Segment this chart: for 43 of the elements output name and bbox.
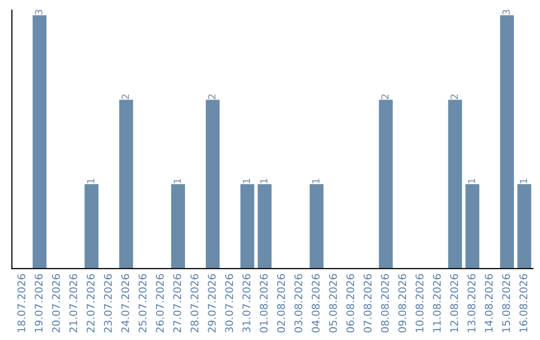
x-tick-label: 11.08.2026	[432, 274, 441, 332]
x-tick-label: 18.07.2026	[17, 274, 26, 332]
x-tick-label: 23.07.2026	[104, 274, 112, 332]
x-tick-label: 26.07.2026	[156, 274, 164, 332]
data-label: 1	[520, 178, 528, 184]
data-label: 1	[242, 178, 250, 184]
x-tick-label: 03.08.2026	[294, 274, 302, 332]
data-label: 1	[312, 178, 320, 184]
x-tick-label: 19.07.2026	[34, 274, 43, 332]
x-tick-label: 21.07.2026	[69, 274, 78, 332]
x-tick-label: 09.08.2026	[398, 274, 406, 332]
data-label: 2	[208, 94, 216, 99]
x-tick-label: 07.08.2026	[364, 274, 372, 332]
data-label: 1	[260, 178, 268, 184]
x-tick-label: 02.08.2026	[277, 274, 285, 332]
data-label: 2	[450, 94, 458, 99]
x-tick-label: 01.08.2026	[260, 274, 268, 332]
x-tick-label: 10.08.2026	[416, 274, 424, 332]
x-tick-label: 08.08.2026	[380, 274, 389, 332]
data-label: 1	[87, 178, 94, 184]
x-tick-label: 14.08.2026	[484, 274, 493, 332]
x-tick-label: 20.07.2026	[52, 274, 60, 332]
x-tick-label: 28.07.2026	[190, 274, 198, 332]
data-label: 1	[468, 178, 476, 184]
x-tick-label: 31.07.2026	[242, 274, 250, 332]
x-tick-label: 30.07.2026	[225, 274, 234, 332]
data-label: 2	[381, 94, 389, 99]
x-tick-label: 25.07.2026	[138, 274, 146, 332]
data-label: 3	[502, 10, 510, 15]
x-tick-label: 12.08.2026	[450, 274, 458, 332]
x-tick-label: 13.08.2026	[468, 274, 476, 332]
data-label: 3	[35, 10, 42, 15]
x-tick-label: 06.08.2026	[346, 274, 354, 332]
x-tick-label: 24.07.2026	[121, 274, 130, 332]
x-tick-label: 29.07.2026	[208, 274, 216, 332]
x-tick-label: 22.07.2026	[86, 274, 95, 332]
x-tick-label: 15.08.2026	[502, 274, 510, 332]
x-tick-label: 05.08.2026	[329, 274, 337, 332]
data-label: 1	[174, 178, 181, 184]
x-tick-label: 04.08.2026	[312, 274, 320, 332]
data-label: 2	[122, 94, 129, 99]
x-tick-label: 27.07.2026	[173, 274, 182, 332]
x-tick-label: 16.08.2026	[519, 274, 528, 332]
